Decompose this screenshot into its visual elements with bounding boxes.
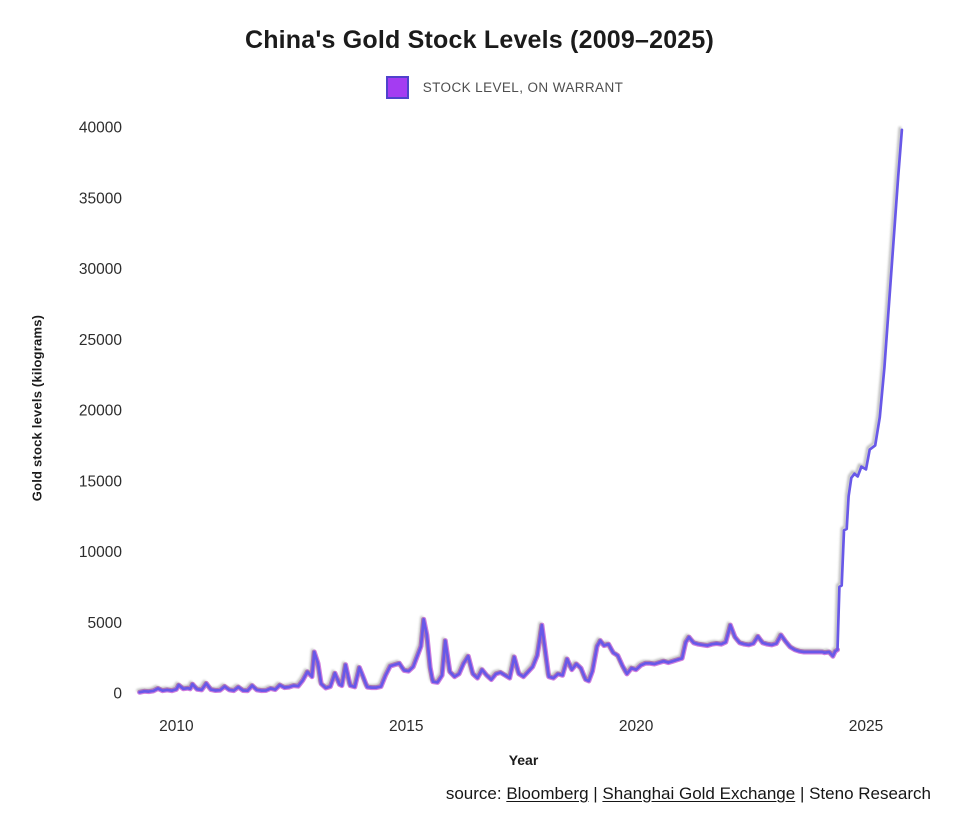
legend-swatch-stock-level — [385, 76, 409, 99]
y-tick-label: 10000 — [79, 544, 122, 561]
source-line: source: Bloomberg | Shanghai Gold Exchan… — [446, 784, 931, 804]
source-prefix: source: — [445, 784, 507, 803]
y-tick-label: 0 — [113, 686, 122, 703]
y-tick-label: 5000 — [88, 615, 123, 632]
x-tick-label: 2015 — [389, 718, 423, 735]
x-axis-title: Year — [508, 752, 539, 768]
chart-title: China's Gold Stock Levels (2009–2025) — [244, 26, 715, 54]
stock-level-line — [138, 128, 904, 694]
source-steno-research: Steno Research — [809, 784, 931, 803]
source-link-shanghai-gold-exchange[interactable]: Shanghai Gold Exchange — [602, 784, 796, 803]
legend: STOCK LEVEL, ON WARRANT — [25, 76, 959, 99]
legend-label-stock-level: STOCK LEVEL, ON WARRANT — [422, 80, 624, 95]
x-tick-label: 2020 — [619, 718, 654, 735]
source-link-bloomberg[interactable]: Bloomberg — [506, 784, 589, 803]
y-tick-label: 40000 — [79, 120, 122, 137]
y-tick-label: 30000 — [79, 261, 122, 278]
x-tick-label: 2010 — [159, 718, 194, 735]
y-tick-label: 25000 — [79, 332, 122, 349]
y-tick-label: 15000 — [79, 473, 122, 490]
y-tick-label: 20000 — [79, 403, 122, 420]
source-separator: | — [588, 784, 603, 803]
x-tick-label: 2025 — [849, 718, 883, 735]
y-tick-label: 35000 — [79, 190, 122, 207]
source-separator: | — [795, 784, 810, 803]
